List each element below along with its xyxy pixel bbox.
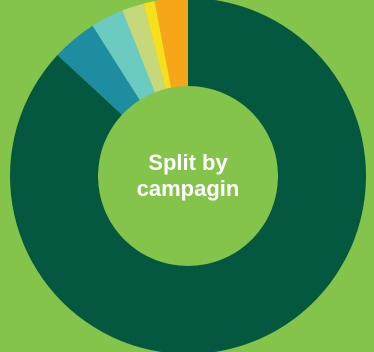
donut-hole: [98, 86, 278, 266]
